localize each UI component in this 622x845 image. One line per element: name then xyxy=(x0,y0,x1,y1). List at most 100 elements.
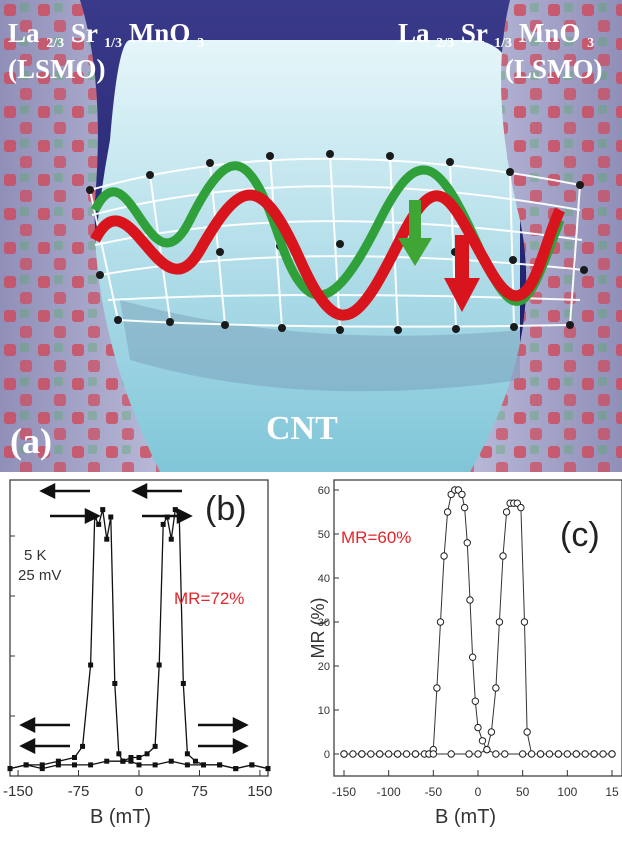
data-point-c xyxy=(518,750,527,758)
data-point-c xyxy=(358,750,366,758)
data-point-c xyxy=(367,750,375,758)
data-point-c xyxy=(393,750,402,758)
data-point-b xyxy=(88,662,94,668)
data-point-b xyxy=(249,762,255,768)
x-axis-label-b: B (mT) xyxy=(90,806,151,828)
data-point-c xyxy=(590,750,598,758)
data-point-c xyxy=(501,750,509,758)
left-electrode-abbr: (LSMO) xyxy=(8,54,106,84)
right-electrode-abbr: (LSMO) xyxy=(505,54,603,84)
data-point-c xyxy=(349,750,357,758)
left-electrode-label: La 2/3 Sr 1/3 MnO 3 (LSMO) xyxy=(8,18,205,84)
data-point-c xyxy=(474,723,482,732)
panel-b-label: (b) xyxy=(205,490,247,528)
data-point-c xyxy=(492,684,500,692)
data-point-c xyxy=(520,618,529,626)
left-electrode-crystal xyxy=(0,0,160,472)
mr-annotation-b: MR=72% xyxy=(174,589,244,608)
data-point-b xyxy=(108,514,114,520)
data-point-c xyxy=(478,737,487,745)
data-point-b xyxy=(104,758,110,764)
data-point-c xyxy=(402,750,411,758)
temperature-label: 5 K xyxy=(24,547,47,564)
data-point-b xyxy=(136,755,142,760)
x-tick-label-c: 100 xyxy=(557,785,577,799)
data-point-c xyxy=(608,750,616,758)
data-point-b xyxy=(116,751,122,757)
data-point-c xyxy=(545,750,554,758)
data-point-b xyxy=(144,751,150,757)
data-point-b xyxy=(152,743,158,749)
data-point-c xyxy=(429,750,438,758)
y-tick-label-c: 10 xyxy=(318,705,330,717)
data-point-b xyxy=(120,758,126,764)
cnt-label: CNT xyxy=(266,410,338,447)
data-point-b xyxy=(39,766,45,772)
data-point-c xyxy=(436,618,445,626)
data-point-c xyxy=(495,618,504,626)
data-point-c xyxy=(492,750,500,758)
nanotube-shadow xyxy=(120,300,520,392)
right-electrode-label: La 2/3 Sr 1/3 MnO 3 (LSMO) xyxy=(398,18,603,84)
field-arrows xyxy=(19,482,249,755)
data-point-c xyxy=(443,508,452,516)
data-point-b xyxy=(160,521,166,527)
data-point-b xyxy=(55,762,61,768)
data-point-b xyxy=(152,762,158,768)
data-point-b xyxy=(217,762,223,768)
x-tick-label-c: -150 xyxy=(332,785,356,799)
data-point-c xyxy=(554,750,563,758)
data-point-b xyxy=(168,536,174,542)
data-point-c xyxy=(471,697,480,705)
panel-c-label: (c) xyxy=(560,516,600,554)
data-point-b xyxy=(136,762,142,768)
x-tick-label-b: 75 xyxy=(191,783,208,800)
x-tick-label-b: -75 xyxy=(68,783,90,800)
red-spin-arrow xyxy=(444,235,480,312)
data-point-b xyxy=(172,507,178,513)
data-point-b xyxy=(72,762,77,768)
y-tick-label-c: 20 xyxy=(318,661,330,673)
green-spin-arrow xyxy=(398,200,432,266)
series-line-b-2 xyxy=(9,507,269,770)
red-spin-ribbon xyxy=(90,189,565,321)
data-point-b xyxy=(104,536,110,542)
cnt-device-illustration: La 2/3 Sr 1/3 MnO 3 (LSMO) La 2/3 Sr 1/3… xyxy=(0,0,622,472)
data-point-b xyxy=(80,743,86,749)
x-tick-label-c: 15 xyxy=(605,785,619,799)
data-point-c xyxy=(517,503,525,512)
data-point-b xyxy=(265,766,271,772)
data-point-c xyxy=(463,539,471,547)
data-point-b xyxy=(112,681,118,686)
data-point-b xyxy=(233,766,239,772)
data-point-c xyxy=(466,596,474,604)
data-point-c xyxy=(474,750,482,758)
data-point-c xyxy=(487,728,496,736)
panel-c: -150 -100 -50 0 50 100 15 0 10 20 30 40 50 60 MR=60% … xyxy=(308,478,622,840)
data-point-b xyxy=(55,758,61,764)
data-point-c xyxy=(340,750,348,758)
x-tick-label-c: 50 xyxy=(516,785,530,799)
data-point-c xyxy=(465,750,473,758)
data-point-c xyxy=(499,552,507,560)
data-point-c xyxy=(468,653,477,661)
y-tick-label-c: 30 xyxy=(318,617,330,629)
data-point-c xyxy=(572,750,580,758)
data-point-c xyxy=(384,750,393,758)
data-point-b xyxy=(128,758,134,764)
data-point-c xyxy=(536,750,545,758)
data-point-b xyxy=(23,762,29,768)
y-tick-label-c: 60 xyxy=(318,485,330,497)
data-point-c xyxy=(523,728,531,736)
chart-b-svg: -150 -75 0 75 150 5 K 25 mV MR=72% (b) B (mT… xyxy=(3,479,272,828)
data-point-c xyxy=(440,552,448,560)
data-point-b xyxy=(128,755,134,760)
data-point-b xyxy=(72,755,77,760)
data-point-c xyxy=(502,508,511,516)
data-point-b xyxy=(184,751,190,757)
x-tick-label-c: -100 xyxy=(377,785,401,799)
data-point-c xyxy=(460,503,469,512)
data-point-b xyxy=(96,521,102,527)
data-point-c xyxy=(447,750,455,758)
